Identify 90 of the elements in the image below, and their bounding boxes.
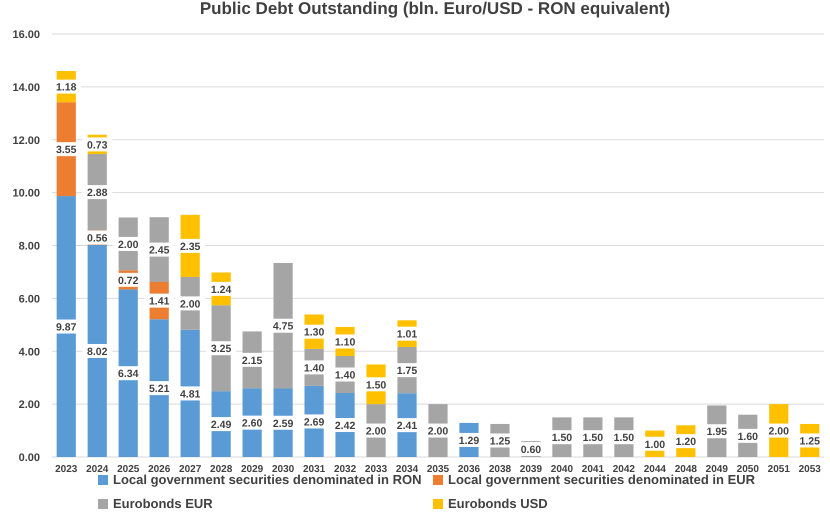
data-label: 0.73 xyxy=(87,139,108,152)
data-label: 4.81 xyxy=(180,388,201,400)
legend-label: Local government securities denominated in RON xyxy=(113,472,422,487)
x-tick-label: 2032 xyxy=(334,464,357,475)
data-label: 2.45 xyxy=(148,244,170,257)
y-tick-label: 16.00 xyxy=(12,29,40,41)
x-tick-label: 2039 xyxy=(520,464,542,475)
data-label: 5.21 xyxy=(148,383,170,396)
data-label: 1.50 xyxy=(552,432,572,444)
data-label: 2.00 xyxy=(118,238,139,251)
data-label: 2.00 xyxy=(366,426,386,438)
data-label: 1.50 xyxy=(582,432,604,444)
data-label: 2.60 xyxy=(242,418,263,430)
x-tick-label: 2025 xyxy=(117,464,140,475)
data-label: 3.25 xyxy=(210,343,232,356)
data-label: 2.69 xyxy=(304,416,324,428)
x-tick-label: 2040 xyxy=(550,464,574,475)
x-tick-label: 2029 xyxy=(241,464,264,475)
bar xyxy=(180,330,200,457)
data-label: 2.00 xyxy=(180,298,201,310)
y-tick-label: 14.00 xyxy=(12,82,40,94)
x-tick-label: 2038 xyxy=(488,464,512,475)
data-label: 2.41 xyxy=(396,420,418,432)
data-label: 2.00 xyxy=(428,426,448,438)
data-label: 8.02 xyxy=(87,346,108,358)
data-label: 1.41 xyxy=(148,296,170,308)
x-tick-label: 2051 xyxy=(768,464,790,475)
x-tick-label: 2042 xyxy=(612,464,636,475)
y-tick-label: 4.00 xyxy=(18,346,40,358)
data-label: 2.42 xyxy=(334,420,356,432)
data-label: 1.30 xyxy=(304,326,324,339)
y-tick-label: 6.00 xyxy=(18,293,40,306)
y-tick-label: 2.00 xyxy=(18,399,40,412)
x-tick-label: 2041 xyxy=(582,464,604,475)
data-label: 2.49 xyxy=(210,419,232,432)
data-label: 3.55 xyxy=(56,144,77,156)
legend-label: Eurobonds EUR xyxy=(113,496,214,511)
x-tick-label: 2034 xyxy=(396,464,419,475)
data-label: 1.40 xyxy=(304,362,324,374)
bar xyxy=(56,196,76,457)
y-tick-label: 8.00 xyxy=(18,240,40,252)
data-label: 2.88 xyxy=(87,187,108,200)
x-tick-label: 2050 xyxy=(736,464,760,475)
bar xyxy=(118,289,138,457)
data-label: 1.24 xyxy=(210,284,232,296)
x-tick-label: 2036 xyxy=(458,464,481,475)
x-tick-label: 2048 xyxy=(674,464,698,475)
data-label: 9.87 xyxy=(56,322,77,334)
legend-label: Eurobonds USD xyxy=(448,496,548,511)
data-label: 1.18 xyxy=(56,82,77,94)
data-label: 1.25 xyxy=(490,435,510,448)
data-label: 0.72 xyxy=(118,274,139,287)
data-label: 0.60 xyxy=(520,444,542,456)
y-tick-label: 0.00 xyxy=(18,452,40,464)
data-label: 0.56 xyxy=(87,232,108,245)
x-tick-label: 2026 xyxy=(148,464,171,475)
data-label: 4.75 xyxy=(272,320,294,333)
data-label: 2.59 xyxy=(272,418,294,430)
data-label: 1.01 xyxy=(396,328,418,341)
data-label: 6.34 xyxy=(118,368,139,380)
x-tick-label: 2044 xyxy=(644,464,666,475)
data-label: 1.50 xyxy=(614,432,634,444)
data-label: 1.29 xyxy=(458,434,480,447)
data-label: 1.75 xyxy=(396,365,418,378)
data-label: 1.20 xyxy=(676,436,696,448)
data-label: 1.60 xyxy=(738,430,758,443)
x-tick-label: 2053 xyxy=(798,464,822,475)
x-tick-label: 2033 xyxy=(364,464,388,475)
chart-title: Public Debt Outstanding (bln. Euro/USD - RON equivalent) xyxy=(200,0,670,18)
data-label: 2.35 xyxy=(180,240,201,253)
data-label: 1.40 xyxy=(334,370,356,382)
x-tick-label: 2030 xyxy=(272,464,295,475)
data-label: 1.10 xyxy=(334,336,356,348)
x-tick-label: 2023 xyxy=(55,464,78,475)
data-label: 1.25 xyxy=(800,435,820,448)
data-label: 2.00 xyxy=(768,426,790,438)
legend-label: Local government securities denominated in EUR xyxy=(448,472,756,487)
data-label: 2.15 xyxy=(242,354,263,367)
x-tick-label: 2031 xyxy=(302,464,326,475)
data-label: 1.00 xyxy=(644,438,666,451)
data-label: 1.50 xyxy=(366,379,386,392)
x-tick-label: 2035 xyxy=(426,464,450,475)
y-tick-label: 10.00 xyxy=(12,188,40,200)
x-tick-label: 2028 xyxy=(210,464,233,475)
x-tick-label: 2049 xyxy=(706,464,728,475)
y-tick-label: 12.00 xyxy=(12,134,40,147)
data-label: 1.95 xyxy=(706,426,728,438)
bar xyxy=(150,319,169,457)
x-tick-label: 2027 xyxy=(179,464,202,475)
x-tick-label: 2024 xyxy=(86,464,109,475)
